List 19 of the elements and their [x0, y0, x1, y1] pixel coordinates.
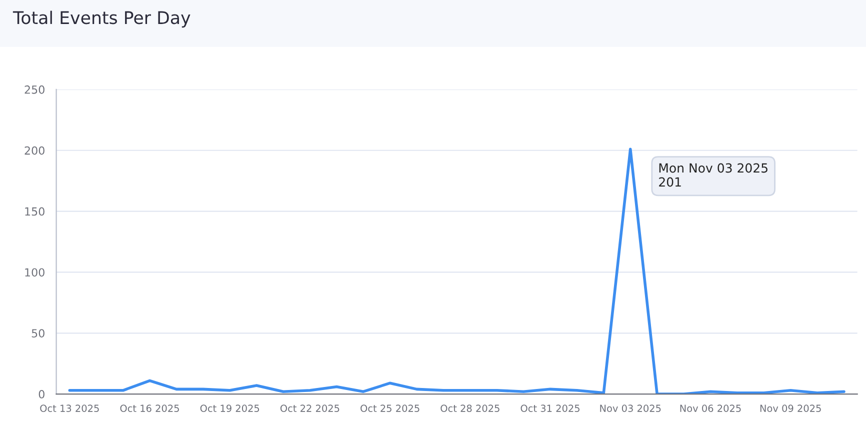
x-tick-label: Oct 28 2025 [440, 404, 500, 412]
x-tick-label: Oct 22 2025 [280, 404, 340, 412]
x-tick-label: Oct 13 2025 [40, 404, 99, 412]
y-tick-label: 250 [24, 85, 44, 94]
chart-title: Total Events Per Day [12, 10, 190, 28]
x-tick-label: Nov 09 2025 [760, 404, 821, 412]
x-tick-label: Oct 31 2025 [520, 404, 580, 412]
y-tick-label: 100 [25, 268, 44, 277]
x-tick-label: Oct 16 2025 [120, 404, 179, 412]
x-tick-label: Nov 03 2025 [600, 404, 661, 412]
y-tick-label: 150 [25, 207, 44, 216]
line-series [68, 148, 846, 394]
annotation: Mon Nov 03 2025 201 [659, 163, 768, 187]
x-tick-label: Oct 25 2025 [360, 404, 420, 412]
y-tick-label: 0 [38, 390, 44, 398]
y-tick-label: 50 [32, 329, 44, 338]
x-tick-label: Oct 19 2025 [200, 404, 260, 412]
x-tick-label: Nov 06 2025 [680, 404, 741, 412]
y-tick-label: 200 [24, 146, 44, 155]
